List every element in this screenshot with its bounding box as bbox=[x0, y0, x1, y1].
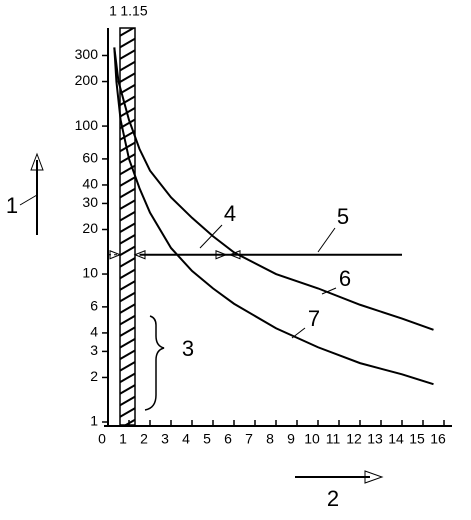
y-tick-label: 200 bbox=[75, 72, 99, 88]
arrowhead bbox=[109, 250, 122, 260]
ref-numeral: 4 bbox=[224, 201, 236, 226]
ref-numeral: 7 bbox=[308, 306, 320, 331]
x-tick-label: 12 bbox=[346, 431, 362, 447]
x-tick-label: 0 bbox=[98, 431, 106, 447]
x-tick-label: 9 bbox=[287, 431, 295, 447]
y-tick-label: 20 bbox=[82, 220, 98, 236]
arrowhead bbox=[228, 250, 241, 260]
y-tick-label: 6 bbox=[90, 298, 98, 314]
x-tick-label: 16 bbox=[430, 431, 446, 447]
x-tick-label: 11 bbox=[326, 431, 341, 447]
ref-numeral: 5 bbox=[337, 204, 349, 229]
hatched-band bbox=[119, 27, 136, 426]
ref-numeral: 3 bbox=[182, 336, 194, 361]
x-tick-label: 2 bbox=[140, 431, 148, 447]
ref-numeral: 2 bbox=[327, 486, 339, 511]
x-tick-label: 10 bbox=[304, 431, 320, 447]
y-tick-label: 1 bbox=[90, 413, 98, 429]
leader bbox=[321, 287, 337, 295]
brace bbox=[144, 315, 165, 411]
leader bbox=[199, 224, 223, 249]
ref-numeral: 6 bbox=[339, 266, 351, 291]
x-tick-label: 14 bbox=[388, 431, 404, 447]
x-tick-label: 6 bbox=[224, 431, 232, 447]
leader bbox=[317, 227, 336, 253]
arrowhead bbox=[30, 152, 44, 171]
x-tick-label: 4 bbox=[182, 431, 190, 447]
y-tick-label: 10 bbox=[82, 265, 98, 281]
curve bbox=[113, 47, 434, 386]
arrowhead bbox=[364, 470, 384, 484]
arrowhead bbox=[215, 250, 228, 260]
x-tick-label: 15 bbox=[409, 431, 425, 447]
y-tick-label: 40 bbox=[82, 176, 98, 192]
band-label: 1.15 bbox=[120, 3, 147, 19]
curve bbox=[113, 47, 434, 331]
y-tick-label: 300 bbox=[75, 46, 99, 62]
y-tick-label: 30 bbox=[82, 194, 98, 210]
y-tick-label: 60 bbox=[82, 150, 98, 166]
x-tick-label: 5 bbox=[203, 431, 211, 447]
x-tick-label: 13 bbox=[367, 431, 383, 447]
x-tick-label: 7 bbox=[245, 431, 253, 447]
y-tick-label: 2 bbox=[90, 368, 98, 384]
x-tick-label: 1 bbox=[119, 431, 127, 447]
x-tick-label: 8 bbox=[266, 431, 274, 447]
ref-numeral: 1 bbox=[6, 193, 18, 218]
y-tick-label: 3 bbox=[90, 342, 98, 358]
arrowhead bbox=[133, 250, 146, 260]
leader bbox=[19, 194, 38, 206]
band-label: 1 bbox=[109, 3, 117, 19]
y-tick-label: 100 bbox=[75, 117, 99, 133]
x-tick-label: 3 bbox=[161, 431, 169, 447]
y-tick-label: 4 bbox=[90, 324, 98, 340]
